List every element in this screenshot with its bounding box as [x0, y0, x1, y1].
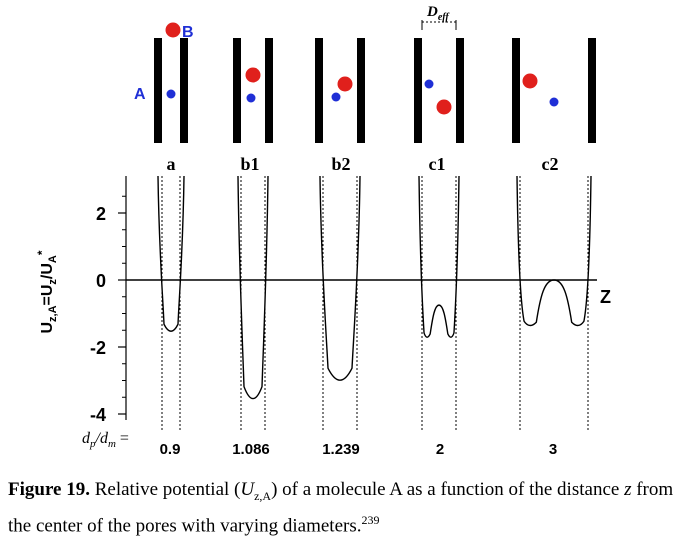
ratio-value: 2	[436, 441, 444, 458]
y-tick-label: -2	[90, 338, 106, 358]
pore-wall-left	[315, 38, 323, 143]
y-tick-label: 2	[96, 204, 106, 224]
figure-19: a b1 b2 c1 c2 A B Deff 2 0 -2 -4 Uz,A=Uz/UA* Z dp…	[35, 4, 611, 458]
pore-wall-left	[414, 38, 422, 143]
molecule-b	[522, 73, 538, 89]
pore-label: c1	[429, 154, 446, 174]
pore-wall-right	[456, 38, 464, 143]
y-axis: 2 0 -2 -4 Uz,A=Uz/UA*	[35, 176, 127, 425]
curve-b1	[237, 175, 269, 400]
curve-c2	[516, 175, 592, 327]
pore-label: a	[167, 154, 176, 174]
caption-symbol: (Uz,A)	[234, 479, 278, 503]
molecule-a	[166, 89, 176, 99]
svg-text:dp/dm =: dp/dm =	[82, 430, 129, 450]
d-eff-subscript: eff	[438, 12, 451, 23]
molecule-a-label: A	[134, 86, 146, 103]
d-eff-label: D	[426, 4, 438, 20]
caption-label: Figure 19.	[8, 479, 90, 500]
y-tick-label: 0	[96, 271, 106, 291]
pore-label: b2	[331, 154, 350, 174]
curve-c1	[418, 175, 460, 338]
molecule-b-label: B	[182, 24, 194, 41]
molecule-a	[424, 79, 434, 89]
pore-wall-left	[233, 38, 241, 143]
molecule-b	[337, 76, 353, 92]
molecule-b	[436, 99, 452, 115]
caption-text-3: from the center of the pores with varyin…	[8, 479, 674, 537]
curve-a	[157, 175, 185, 332]
pore-label: c2	[542, 154, 559, 174]
pore-wall-right	[357, 38, 365, 143]
svg-text:Deff: Deff	[426, 4, 450, 23]
caption-text-2: of a molecule A as a function of the dis…	[277, 479, 625, 500]
potential-curves	[157, 175, 592, 430]
ratio-row: dp/dm = 0.9 1.086 1.239 2 3	[82, 430, 557, 458]
pore-wall-right	[588, 38, 596, 143]
ratio-value: 0.9	[160, 441, 181, 458]
molecule-b	[245, 67, 261, 83]
caption-reference: 239	[361, 512, 380, 527]
ratio-label-d: d	[82, 430, 91, 447]
caption-var-z: z	[624, 479, 632, 500]
y-axis-label: Uz,A=Uz/UA*	[35, 250, 59, 333]
figure-caption: Figure 19. Relative potential (Uz,A) of …	[8, 478, 676, 538]
z-axis-label: Z	[600, 287, 611, 307]
caption-text-1: Relative potential	[89, 479, 235, 500]
pore-wall-right	[265, 38, 273, 143]
y-tick-label: -4	[90, 405, 106, 425]
pore-label: b1	[240, 154, 259, 174]
molecule-b	[165, 22, 181, 38]
curve-b2	[319, 175, 361, 381]
pore-wall-right	[180, 38, 188, 143]
ratio-value: 3	[549, 441, 557, 458]
ratio-value: 1.239	[322, 441, 360, 458]
d-eff-annotation: Deff	[421, 4, 457, 30]
pore-wall-left	[154, 38, 162, 143]
pore-wall-left	[512, 38, 520, 143]
molecule-a	[331, 92, 341, 102]
pore-schematics: a b1 b2 c1 c2 A B	[134, 22, 596, 174]
molecule-a	[549, 97, 559, 107]
ratio-value: 1.086	[232, 441, 270, 458]
y-ticks: 2 0 -2 -4	[90, 195, 126, 425]
molecule-a	[246, 93, 256, 103]
ratio-values: 0.9 1.086 1.239 2 3	[160, 441, 558, 458]
